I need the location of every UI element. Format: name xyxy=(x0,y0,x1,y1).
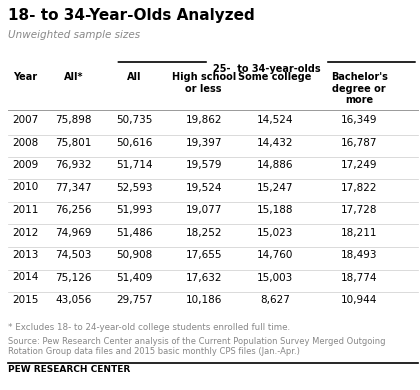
Text: 10,944: 10,944 xyxy=(341,295,377,305)
Text: 18,211: 18,211 xyxy=(341,227,377,238)
Text: 2010: 2010 xyxy=(13,183,39,193)
Text: 16,349: 16,349 xyxy=(341,115,377,125)
Text: 50,908: 50,908 xyxy=(116,250,152,260)
Text: 75,801: 75,801 xyxy=(55,138,92,147)
Text: 2013: 2013 xyxy=(13,250,39,260)
Text: 51,409: 51,409 xyxy=(116,273,152,282)
Text: 18- to 34-Year-Olds Analyzed: 18- to 34-Year-Olds Analyzed xyxy=(8,8,255,23)
Text: 15,023: 15,023 xyxy=(257,227,293,238)
Text: 10,186: 10,186 xyxy=(186,295,222,305)
Text: 19,397: 19,397 xyxy=(186,138,222,147)
Text: 51,486: 51,486 xyxy=(116,227,152,238)
Text: 14,760: 14,760 xyxy=(257,250,293,260)
Text: 14,524: 14,524 xyxy=(257,115,293,125)
Text: 15,003: 15,003 xyxy=(257,273,293,282)
Text: 74,503: 74,503 xyxy=(55,250,92,260)
Text: 17,822: 17,822 xyxy=(341,183,377,193)
Text: 8,627: 8,627 xyxy=(260,295,290,305)
Text: 19,077: 19,077 xyxy=(186,205,222,215)
Text: 19,579: 19,579 xyxy=(186,160,222,170)
Text: 75,126: 75,126 xyxy=(55,273,92,282)
Text: 14,432: 14,432 xyxy=(257,138,293,147)
Text: 17,655: 17,655 xyxy=(186,250,222,260)
Text: 17,249: 17,249 xyxy=(341,160,377,170)
Text: Year: Year xyxy=(13,72,37,82)
Text: 18,252: 18,252 xyxy=(186,227,222,238)
Text: 50,616: 50,616 xyxy=(116,138,152,147)
Text: 18,493: 18,493 xyxy=(341,250,377,260)
Text: Some college: Some college xyxy=(239,72,312,82)
Text: * Excludes 18- to 24-year-old college students enrolled full time.: * Excludes 18- to 24-year-old college st… xyxy=(8,323,290,332)
Text: 2014: 2014 xyxy=(13,273,39,282)
Text: 29,757: 29,757 xyxy=(116,295,152,305)
Text: 77,347: 77,347 xyxy=(55,183,92,193)
Text: 2015: 2015 xyxy=(13,295,39,305)
Text: 52,593: 52,593 xyxy=(116,183,152,193)
Text: 2009: 2009 xyxy=(13,160,39,170)
Text: 14,886: 14,886 xyxy=(257,160,293,170)
Text: 51,714: 51,714 xyxy=(116,160,152,170)
Text: 76,932: 76,932 xyxy=(55,160,92,170)
Text: 2008: 2008 xyxy=(13,138,39,147)
Text: All: All xyxy=(127,72,142,82)
Text: 50,735: 50,735 xyxy=(116,115,152,125)
Text: Unweighted sample sizes: Unweighted sample sizes xyxy=(8,30,140,40)
Text: 2011: 2011 xyxy=(13,205,39,215)
Text: 16,787: 16,787 xyxy=(341,138,377,147)
Text: 18,774: 18,774 xyxy=(341,273,377,282)
Text: 75,898: 75,898 xyxy=(55,115,92,125)
Text: 19,862: 19,862 xyxy=(186,115,222,125)
Text: All*: All* xyxy=(64,72,83,82)
Text: 51,993: 51,993 xyxy=(116,205,152,215)
Text: 15,188: 15,188 xyxy=(257,205,293,215)
Text: 43,056: 43,056 xyxy=(55,295,92,305)
Text: 25-  to 34-year-olds: 25- to 34-year-olds xyxy=(213,64,320,74)
Text: 15,247: 15,247 xyxy=(257,183,293,193)
Text: 17,632: 17,632 xyxy=(186,273,222,282)
Text: Bachelor's
degree or
more: Bachelor's degree or more xyxy=(331,72,388,105)
Text: 2012: 2012 xyxy=(13,227,39,238)
Text: PEW RESEARCH CENTER: PEW RESEARCH CENTER xyxy=(8,365,130,374)
Text: 19,524: 19,524 xyxy=(186,183,222,193)
Text: High school
or less: High school or less xyxy=(172,72,236,94)
Text: Source: Pew Research Center analysis of the Current Population Survey Merged Out: Source: Pew Research Center analysis of … xyxy=(8,337,386,356)
Text: 76,256: 76,256 xyxy=(55,205,92,215)
Text: 2007: 2007 xyxy=(13,115,39,125)
Text: 17,728: 17,728 xyxy=(341,205,377,215)
Text: 74,969: 74,969 xyxy=(55,227,92,238)
